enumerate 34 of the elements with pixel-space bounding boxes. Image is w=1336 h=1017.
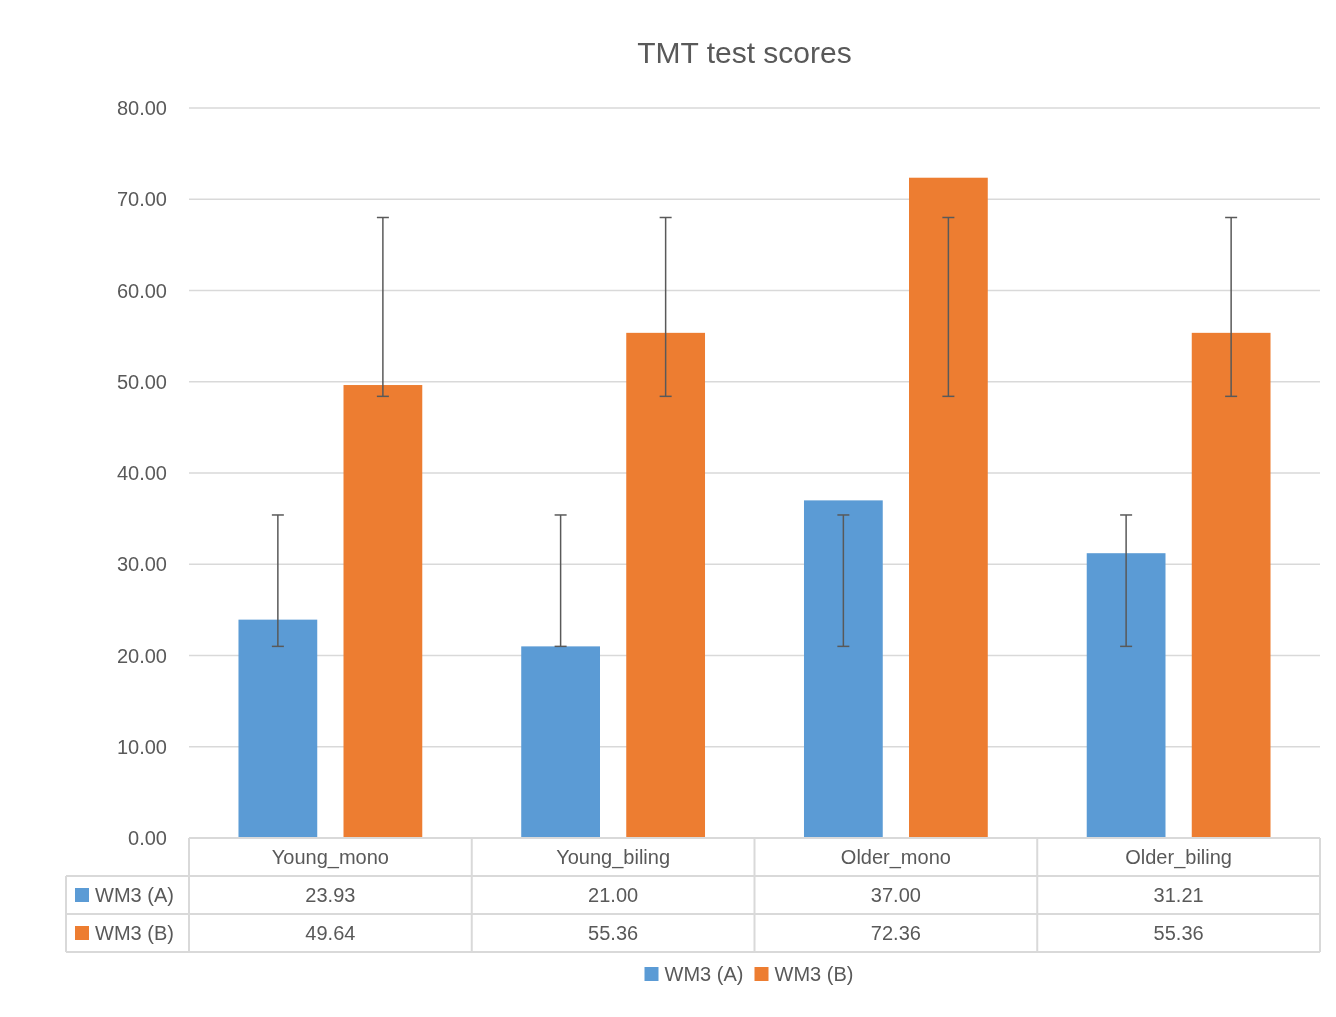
bar bbox=[238, 619, 318, 838]
data-label: 37.00 bbox=[870, 884, 921, 906]
bar bbox=[626, 332, 706, 838]
bar bbox=[1086, 553, 1166, 838]
data-label: 55.36 bbox=[1153, 922, 1204, 944]
x-tick-label: Older_biling bbox=[1125, 846, 1232, 869]
text: WM3 (A) bbox=[664, 963, 744, 985]
data-label: 49.64 bbox=[305, 922, 356, 944]
y-tick-label: 20.00 bbox=[116, 644, 167, 667]
text: WM3 (B) bbox=[95, 922, 174, 944]
bar bbox=[1191, 332, 1271, 838]
bar bbox=[343, 385, 423, 838]
bar bbox=[521, 646, 600, 838]
chart-title: TMT test scores bbox=[637, 36, 852, 69]
y-tick-label: 40.00 bbox=[116, 462, 167, 484]
data-label: 21.00 bbox=[588, 884, 639, 906]
y-tick-label: 30.00 bbox=[116, 553, 167, 576]
y-tick-label: 70.00 bbox=[116, 188, 167, 211]
data-label: 72.36 bbox=[870, 922, 921, 944]
y-tick-label: 0.00 bbox=[128, 827, 167, 849]
legend-label: WM3 (A) bbox=[95, 884, 174, 906]
y-tick-label: 10.00 bbox=[116, 735, 167, 758]
y-tick-label: 60.00 bbox=[116, 279, 167, 302]
data-label: 55.36 bbox=[588, 922, 639, 944]
bar bbox=[909, 177, 988, 838]
data-label: 23.93 bbox=[305, 884, 356, 906]
y-tick-label: 50.00 bbox=[116, 370, 167, 393]
x-tick-label: Young_biling bbox=[556, 846, 671, 869]
x-tick-label: Older_mono bbox=[840, 846, 951, 869]
y-tick-label: 80.00 bbox=[116, 97, 167, 119]
x-tick-label: Young_mono bbox=[271, 846, 389, 869]
data-label: 31.21 bbox=[1153, 884, 1204, 906]
legend-label: WM3 (B) bbox=[774, 963, 854, 985]
bar bbox=[803, 500, 883, 838]
